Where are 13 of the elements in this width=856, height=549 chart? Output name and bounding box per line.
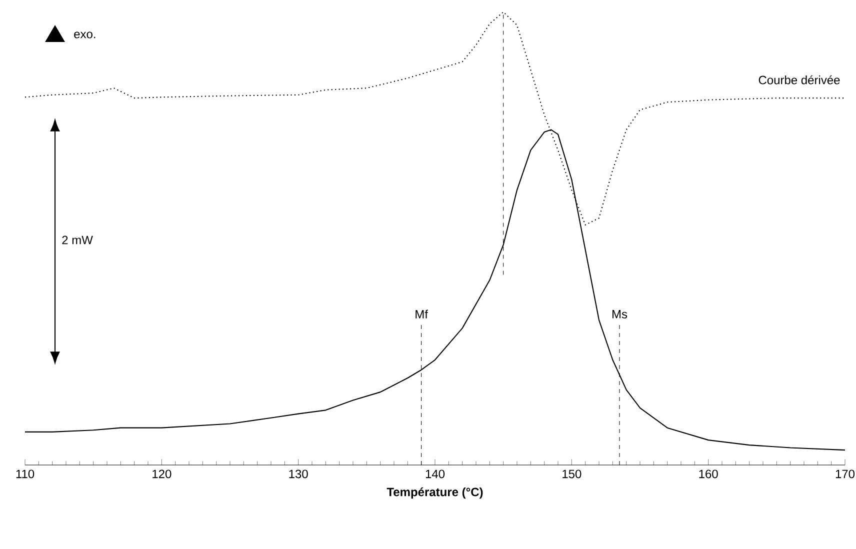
x-axis-title: Température (°C) bbox=[386, 487, 483, 499]
x-tick-label: 130 bbox=[289, 470, 308, 478]
x-tick-label: 120 bbox=[152, 470, 172, 478]
annotation: 2 mW bbox=[62, 236, 93, 244]
x-tick-label: 110 bbox=[16, 470, 34, 478]
x-tick-label: 170 bbox=[836, 470, 855, 478]
x-tick-label: 140 bbox=[426, 470, 445, 478]
x-tick-label: 150 bbox=[562, 470, 582, 478]
series-label: Courbe dérivée bbox=[758, 75, 840, 84]
x-tick-label: 160 bbox=[699, 470, 718, 478]
annotation: exo. bbox=[74, 32, 96, 38]
ref-line-label: Mf bbox=[416, 310, 428, 318]
ref-line-label: Ms bbox=[612, 310, 628, 318]
